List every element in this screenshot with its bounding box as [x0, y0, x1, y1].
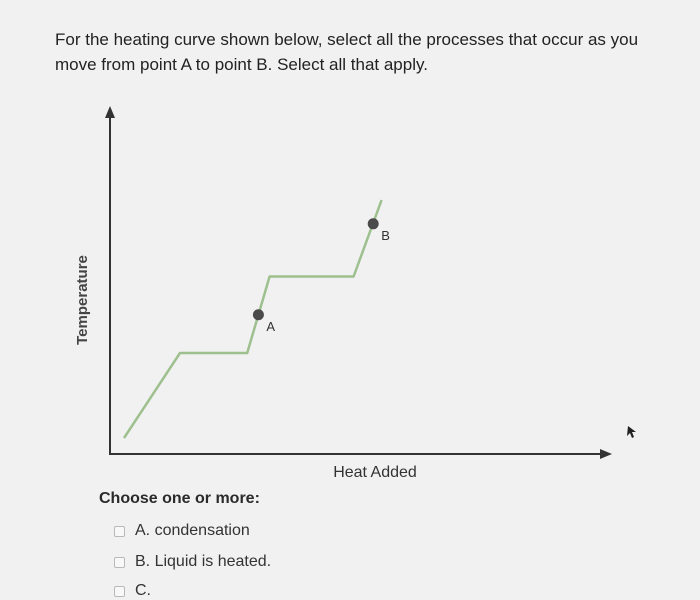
option-c-label: C.	[135, 582, 151, 599]
y-axis-arrow	[105, 106, 115, 118]
point-b-marker	[367, 218, 379, 230]
checkbox-option-b[interactable]	[114, 556, 125, 568]
checkbox-option-a[interactable]	[114, 525, 125, 537]
point-a-label: A	[266, 319, 275, 334]
point-b-label: B	[381, 228, 390, 243]
heating-curve-chart: A B Heat Added Temperature	[74, 106, 636, 480]
option-b-label: B. Liquid is heated.	[135, 553, 272, 570]
option-c[interactable]: C.	[114, 582, 151, 600]
question-text: For the heating curve shown below, selec…	[55, 30, 639, 74]
point-a-marker	[252, 309, 264, 321]
checkbox-option-c[interactable]	[114, 585, 125, 597]
heating-curve-line	[122, 199, 383, 439]
option-a[interactable]: A. condensation	[114, 522, 250, 540]
mouse-cursor-icon	[627, 426, 636, 438]
choose-label: Choose one or more:	[99, 490, 260, 507]
x-axis-arrow	[600, 449, 612, 459]
option-a-label: A. condensation	[135, 522, 250, 539]
option-b[interactable]: B. Liquid is heated.	[114, 553, 271, 571]
x-axis-label: Heat Added	[333, 464, 417, 480]
y-axis-label: Temperature	[74, 255, 91, 345]
